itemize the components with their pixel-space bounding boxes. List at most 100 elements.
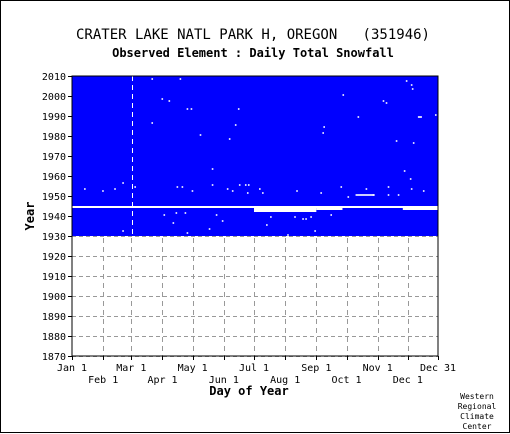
data-cells <box>72 76 438 236</box>
credit: Western Regional Climate Center <box>458 392 497 431</box>
missing-day <box>226 188 229 190</box>
x-tick-label: Aug 1 <box>270 375 300 386</box>
x-tick-label: Sep 1 <box>301 363 331 374</box>
missing-day <box>365 188 368 190</box>
missing-day <box>221 220 224 222</box>
missing-day <box>163 214 166 216</box>
credit-line: Climate <box>460 412 494 421</box>
missing-day <box>310 216 312 218</box>
missing-day <box>320 192 322 194</box>
x-tick-label: Feb 1 <box>88 375 118 386</box>
missing-day <box>134 186 136 188</box>
missing-day <box>434 114 437 116</box>
missing-day <box>176 186 179 188</box>
missing-day <box>199 134 202 136</box>
x-tick-label: Dec 31 <box>420 363 456 374</box>
missing-day <box>259 188 261 190</box>
y-tick-label: 1940 <box>42 212 66 223</box>
missing-day <box>151 122 154 124</box>
missing-day <box>266 224 268 226</box>
chart-subtitle: Observed Element : Daily Total Snowfall <box>112 46 394 60</box>
y-tick-label: 1950 <box>42 192 66 203</box>
x-axis-ticks: Jan 1 Mar 1 May 1 Jul 1 Sep 1 Nov 1 Dec 31 Feb … <box>57 356 456 386</box>
missing-day <box>340 186 343 188</box>
y-tick-label: 1870 <box>42 352 66 363</box>
missing-day <box>208 228 211 230</box>
missing-day <box>151 78 154 80</box>
missing-day <box>228 138 231 140</box>
missing-day <box>322 132 324 134</box>
missing-day <box>102 190 104 192</box>
missing-day <box>246 192 249 194</box>
missing-day <box>238 184 241 186</box>
credit-line: Regional <box>458 402 497 411</box>
x-axis-label: Day of Year <box>209 384 288 398</box>
missing-day <box>186 232 189 234</box>
missing-day <box>422 190 425 192</box>
missing-day <box>323 126 325 128</box>
missing-day <box>412 142 415 144</box>
missing-day <box>305 218 307 220</box>
missing-day <box>302 218 304 220</box>
missing-day <box>410 188 413 190</box>
x-tick-label: Dec 1 <box>393 375 423 386</box>
missing-day <box>294 216 296 218</box>
y-tick-label: 1970 <box>42 152 66 163</box>
missing-day <box>387 194 390 196</box>
missing-day <box>114 188 116 190</box>
missing-day <box>409 178 412 180</box>
missing-day <box>270 216 272 218</box>
missing-day <box>179 78 182 80</box>
missing-day <box>234 124 237 126</box>
y-tick-label: 1960 <box>42 172 66 183</box>
chart-title: CRATER LAKE NATL PARK H, OREGON (351946) <box>76 27 430 43</box>
missing-day <box>191 190 194 192</box>
x-tick-label: Jun 1 <box>209 375 239 386</box>
gap-segment <box>253 208 317 212</box>
missing-day <box>172 222 175 224</box>
coverage-block <box>72 76 438 206</box>
y-tick-label: 1920 <box>42 252 66 263</box>
missing-row <box>417 116 422 118</box>
missing-day <box>237 108 240 110</box>
coverage-block <box>72 208 438 236</box>
missing-day <box>262 192 264 194</box>
x-tick-label: Nov 1 <box>363 363 393 374</box>
missing-day <box>403 170 406 172</box>
missing-day <box>385 102 388 104</box>
missing-day <box>397 194 400 196</box>
y-tick-label: 2000 <box>42 92 66 103</box>
missing-day <box>387 186 390 188</box>
y-tick-label: 1990 <box>42 112 66 123</box>
gap-segment <box>402 208 438 210</box>
missing-day <box>122 230 124 232</box>
missing-day <box>411 88 414 90</box>
missing-day <box>405 80 408 82</box>
credit-line: Western <box>460 392 494 401</box>
y-tick-label: 2010 <box>42 72 66 83</box>
missing-day <box>84 188 86 190</box>
missing-day <box>410 84 413 86</box>
missing-day <box>357 116 360 118</box>
missing-day <box>161 98 164 100</box>
x-tick-label: Jul 1 <box>239 363 269 374</box>
y-tick-label: 1910 <box>42 272 66 283</box>
missing-day <box>296 190 298 192</box>
y-tick-label: 1930 <box>42 232 66 243</box>
y-tick-label: 1890 <box>42 312 66 323</box>
x-tick-label: Mar 1 <box>116 363 146 374</box>
credit-line: Center <box>463 422 492 431</box>
missing-day <box>231 190 234 192</box>
missing-day <box>181 186 184 188</box>
x-tick-label: May 1 <box>178 363 208 374</box>
missing-day <box>211 168 214 170</box>
y-axis-ticks: 2010 2000 1990 1980 1970 1960 1950 1940 1930 1920… <box>42 72 72 363</box>
missing-day <box>347 196 350 198</box>
missing-row <box>355 194 375 196</box>
gap-segment <box>316 208 343 210</box>
missing-day <box>382 100 385 102</box>
missing-day <box>175 212 178 214</box>
x-tick-label: Oct 1 <box>331 375 361 386</box>
